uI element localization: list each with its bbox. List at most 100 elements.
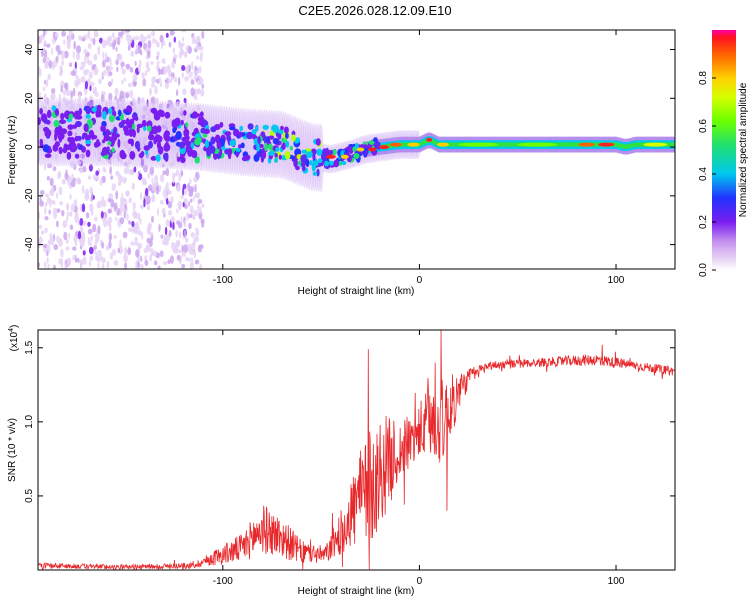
ridge-blob: [38, 117, 41, 125]
noise-speck: [38, 262, 41, 268]
ridge-blob: [75, 114, 83, 120]
noise-speck: [63, 39, 66, 45]
ridge-blob: [72, 124, 78, 129]
ridge-blob: [59, 119, 66, 125]
noise-speck: [140, 263, 144, 269]
noise-speck: [198, 45, 204, 51]
ridge-blob: [291, 134, 296, 142]
noise-speck: [150, 30, 156, 37]
noise-speck: [68, 232, 71, 239]
ridge-blob: [262, 124, 269, 130]
ridge-blob: [256, 144, 260, 152]
ridge-blob: [105, 136, 112, 141]
noise-speck: [101, 265, 105, 269]
noise-speck: [56, 235, 60, 243]
noise-speck: [79, 217, 84, 226]
noise-speck: [70, 70, 76, 76]
noise-speck: [182, 187, 185, 196]
ridge-blob: [194, 156, 200, 164]
noise-speck: [168, 41, 172, 48]
noise-speck: [63, 231, 68, 241]
noise-speck: [134, 241, 139, 247]
ridge-blob: [184, 135, 190, 141]
noise-speck: [68, 30, 73, 36]
x-tick-label: 100: [608, 576, 625, 587]
spectrogram-marks: [38, 30, 675, 269]
ridge-blob: [175, 130, 182, 140]
noise-speck: [114, 95, 117, 101]
ridge-blob: [359, 144, 365, 149]
noise-speck: [61, 210, 65, 217]
noise-speck: [151, 215, 154, 223]
y-tick-label: 0.5: [24, 489, 35, 503]
noise-speck: [115, 190, 119, 200]
ridge-blob: [102, 139, 106, 144]
noise-speck: [72, 254, 76, 261]
noise-speck: [171, 61, 176, 69]
noise-speck: [62, 90, 67, 96]
noise-speck: [112, 42, 115, 50]
noise-speck: [79, 259, 84, 266]
ridge-blob: [117, 109, 122, 117]
noise-speck: [142, 78, 147, 87]
noise-speck: [65, 238, 69, 245]
noise-speck: [145, 243, 151, 251]
noise-speck: [135, 36, 140, 41]
noise-speck: [188, 74, 191, 80]
noise-speck: [173, 36, 176, 43]
ridge-blob: [268, 151, 275, 156]
noise-speck: [48, 60, 53, 69]
ridge-blob: [130, 138, 134, 147]
ridge-blob: [312, 152, 316, 161]
ridge-blob: [246, 131, 253, 140]
ridge-blob: [96, 104, 102, 112]
noise-speck: [98, 78, 102, 85]
noise-speck: [38, 211, 41, 221]
noise-speck: [131, 220, 135, 228]
noise-speck: [130, 50, 135, 57]
y-tick-label: 40: [24, 44, 35, 56]
noise-speck: [200, 88, 205, 97]
ridge-blob: [150, 156, 157, 161]
noise-speck: [175, 245, 179, 254]
noise-speck: [129, 169, 134, 175]
noise-speck: [82, 250, 86, 256]
noise-speck: [108, 232, 113, 242]
ridge-blob: [324, 160, 329, 167]
ridge-blob: [108, 114, 115, 123]
ridge-blob: [210, 126, 217, 133]
noise-speck: [148, 184, 153, 192]
noise-speck: [161, 66, 164, 75]
snr-marks: [38, 330, 675, 570]
noise-speck: [121, 192, 124, 202]
ridge-blob: [174, 117, 181, 123]
y-tick-label: 1.0: [24, 414, 35, 428]
noise-speck: [201, 220, 205, 228]
ridge-blob: [353, 153, 360, 159]
ridge-blob: [305, 158, 310, 168]
noise-speck: [51, 47, 54, 56]
ridge-blob: [289, 145, 293, 151]
ridge-blob: [81, 146, 86, 153]
noise-speck: [156, 55, 159, 60]
noise-speck: [38, 224, 42, 230]
noise-speck: [128, 220, 132, 225]
ridge-blob: [136, 123, 144, 129]
noise-speck: [89, 85, 92, 92]
ridge-blob: [163, 152, 169, 161]
noise-speck: [189, 187, 194, 196]
ridge-blob: [295, 137, 301, 144]
spectrogram-axes: -100 0 100 -40 -20 0 20 40: [24, 30, 675, 286]
ridge-blob: [274, 157, 278, 163]
noise-speck: [125, 92, 129, 99]
noise-speck: [92, 37, 96, 46]
noise-speck: [73, 199, 78, 206]
ridge-blob: [142, 126, 147, 131]
noise-speck: [70, 180, 76, 188]
ridge-blob: [300, 154, 307, 163]
ridge-blob: [197, 116, 205, 122]
ridge-blob: [180, 119, 184, 126]
ridge-blob: [333, 159, 340, 168]
ridge-blob: [164, 111, 171, 119]
noise-speck: [181, 30, 186, 33]
